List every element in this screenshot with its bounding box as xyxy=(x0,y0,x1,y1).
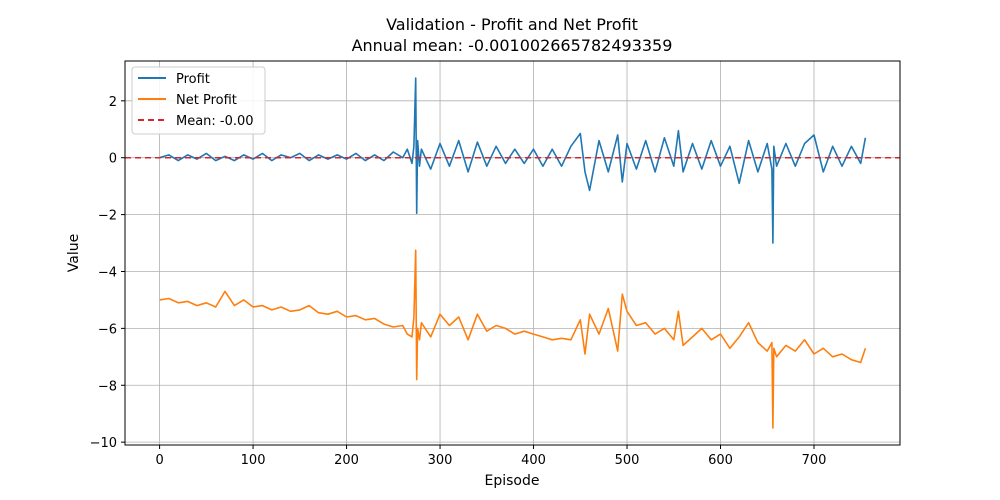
y-tick-label: −4 xyxy=(98,265,117,280)
legend-label-net-profit: Net Profit xyxy=(176,93,237,108)
ticks: 0 100 200 300 400 500 600 700 −10 −8 −6 −4 −2 0 2 xyxy=(90,95,827,468)
x-axis-label: Episode xyxy=(485,473,540,489)
y-axis-label: Value xyxy=(66,234,82,272)
x-tick-label: 300 xyxy=(428,453,453,468)
y-tick-label: 0 xyxy=(109,152,117,167)
x-tick-label: 600 xyxy=(708,453,733,468)
legend-label-mean: Mean: -0.00 xyxy=(176,114,254,129)
chart-subtitle: Annual mean: -0.001002665782493359 xyxy=(352,36,673,55)
legend-box xyxy=(131,66,266,135)
y-tick-label: 2 xyxy=(109,95,117,110)
x-tick-label: 700 xyxy=(802,453,827,468)
x-tick-label: 0 xyxy=(155,453,163,468)
y-tick-label: −2 xyxy=(98,209,117,224)
y-tick-label: −6 xyxy=(98,322,117,337)
x-tick-label: 200 xyxy=(334,453,359,468)
x-tick-label: 100 xyxy=(241,453,266,468)
series-line-net-profit xyxy=(159,249,867,429)
x-tick-label: 500 xyxy=(615,453,640,468)
y-tick-label: −8 xyxy=(98,379,117,394)
series-line-profit xyxy=(159,77,867,244)
x-tick-label: 400 xyxy=(521,453,546,468)
legend: Profit Net Profit Mean: -0.00 xyxy=(131,66,266,135)
plot-frame xyxy=(124,60,901,446)
y-tick-label: −10 xyxy=(90,436,117,451)
series-layer xyxy=(159,77,867,429)
legend-label-profit: Profit xyxy=(176,72,210,87)
chart-title: Validation - Profit and Net Profit xyxy=(386,15,638,34)
